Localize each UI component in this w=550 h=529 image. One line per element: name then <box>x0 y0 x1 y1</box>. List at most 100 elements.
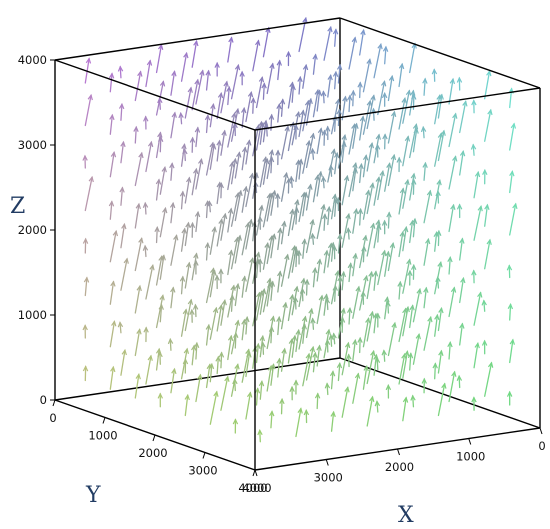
vector-arrow <box>179 190 186 210</box>
vector-arrow <box>226 85 232 106</box>
vector-arrow <box>381 349 387 362</box>
arrow-head <box>405 89 412 96</box>
arrow-head <box>432 362 438 369</box>
arrow-head <box>366 99 372 107</box>
vector-arrow <box>220 80 229 114</box>
vector-arrow <box>302 63 309 89</box>
arrow-head <box>255 258 261 265</box>
arrow-shaft <box>159 254 165 280</box>
arrow-shaft <box>384 296 389 320</box>
arrow-shaft <box>472 144 475 156</box>
arrow-head <box>369 182 375 189</box>
vector-arrow <box>337 233 343 254</box>
vector-arrow <box>448 370 457 403</box>
y-tick-label: 4000 <box>238 481 267 495</box>
vector-arrow <box>387 321 397 357</box>
arrow-shaft <box>352 286 360 319</box>
vector-arrow <box>292 296 299 310</box>
vector-arrow <box>145 354 153 385</box>
arrow-shaft <box>259 122 264 145</box>
vector-arrow <box>84 175 94 212</box>
arrow-head <box>187 86 193 93</box>
arrow-shaft <box>348 162 357 198</box>
arrow-shaft <box>155 294 164 329</box>
vector-arrow <box>209 226 217 255</box>
arrow-head <box>411 93 417 100</box>
vector-arrow <box>266 62 275 95</box>
arrow-shaft <box>448 204 455 233</box>
vector-arrow <box>471 269 477 284</box>
vector-arrow <box>180 227 187 252</box>
arrow-shaft <box>216 218 223 247</box>
arrow-shaft <box>120 187 124 206</box>
arrow-head <box>288 175 295 182</box>
vector-arrow <box>227 112 237 148</box>
vector-arrow <box>245 257 255 293</box>
vector-arrow <box>402 225 409 252</box>
vector-arrow <box>194 126 201 148</box>
arrow-head <box>214 61 220 68</box>
arrow-shaft <box>191 345 195 366</box>
arrow-shaft <box>509 123 515 151</box>
vector-arrow <box>312 53 318 75</box>
arrow-shaft <box>266 235 273 265</box>
arrow-shaft <box>134 237 143 272</box>
arrow-shaft <box>195 127 199 148</box>
arrow-head <box>161 165 167 173</box>
vector-arrow <box>373 42 383 79</box>
vector-arrow <box>330 269 340 305</box>
arrow-head <box>412 123 419 130</box>
arrow-head <box>459 150 466 157</box>
arrow-head <box>249 257 255 264</box>
vector-arrow <box>409 42 417 74</box>
arrow-head <box>269 410 275 417</box>
vector-arrow <box>216 303 224 332</box>
arrow-head <box>228 36 234 43</box>
vector-arrow <box>323 293 329 316</box>
vector-arrow <box>459 322 465 346</box>
arrow-head <box>401 97 407 104</box>
arrow-head <box>327 242 334 249</box>
arrow-shaft <box>155 132 162 159</box>
arrow-head <box>110 151 117 158</box>
arrow-shaft <box>359 163 363 184</box>
arrow-head <box>399 187 406 194</box>
vector-arrow <box>180 143 187 167</box>
arrow-head <box>269 280 276 287</box>
vector-arrow <box>232 378 238 392</box>
arrow-shaft <box>134 152 143 187</box>
arrow-shaft <box>483 300 486 312</box>
vector-arrow <box>332 28 339 47</box>
arrow-shaft <box>373 270 377 291</box>
arrow-head <box>133 125 139 133</box>
vector-arrow <box>280 253 290 287</box>
vector-arrow <box>456 203 463 219</box>
arrow-shaft <box>109 72 113 93</box>
arrow-head <box>216 139 222 146</box>
vector-arrow <box>193 341 200 360</box>
arrow-shaft <box>298 76 301 95</box>
vector-arrow <box>184 298 194 332</box>
arrow-shaft <box>437 307 443 332</box>
plot-box-back <box>54 18 541 429</box>
arrow-shaft <box>398 63 403 88</box>
arrow-shaft <box>473 342 479 369</box>
arrow-shaft <box>330 242 334 262</box>
vector-arrow <box>254 387 261 406</box>
arrow-head <box>381 91 388 99</box>
vector-arrow <box>330 410 336 432</box>
arrow-head <box>316 89 322 96</box>
arrow-head <box>359 115 366 122</box>
arrow-shaft <box>255 387 259 406</box>
arrow-shaft <box>473 205 482 241</box>
arrow-shaft <box>448 256 451 275</box>
arrow-head <box>279 98 286 105</box>
vector-arrow <box>302 352 311 387</box>
box-edge <box>254 87 541 131</box>
arrow-shaft <box>434 314 439 337</box>
vector-arrow <box>431 68 438 82</box>
vector-arrow <box>285 177 292 194</box>
arrow-shaft <box>277 316 280 336</box>
vector-arrow <box>293 379 299 395</box>
vector-arrow <box>357 81 363 99</box>
